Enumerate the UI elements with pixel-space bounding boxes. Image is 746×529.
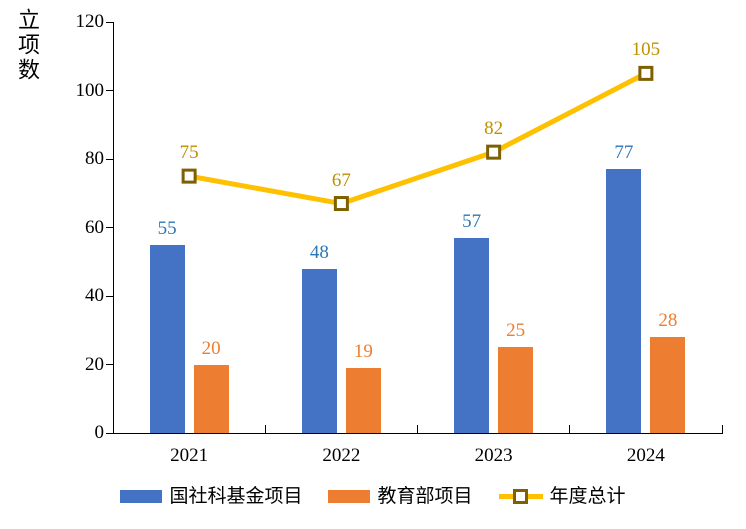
y-tick [106, 227, 113, 228]
y-tick [106, 90, 113, 91]
legend-swatch-icon [120, 490, 163, 503]
line-marker-2021 [181, 168, 197, 184]
x-category-label: 2022 [322, 445, 361, 466]
line-value-label: 105 [631, 39, 661, 61]
x-tick [721, 425, 723, 433]
y-tick [106, 295, 113, 297]
line-marker-2022 [333, 196, 349, 212]
line-value-label: 75 [179, 142, 199, 164]
y-tick [106, 364, 113, 365]
legend-item-0: 国社科基金项目 [120, 486, 302, 507]
y-axis-title: 立项数 [15, 8, 40, 83]
y-tick [106, 432, 113, 434]
line-marker-2024 [638, 65, 654, 81]
bar-value-label: 57 [462, 210, 482, 232]
legend-line-marker-icon [498, 489, 543, 504]
x-tick [417, 425, 418, 433]
line-value-label: 67 [331, 169, 351, 191]
bar-nssf-2023 [454, 237, 490, 433]
y-tick-label: 100 [75, 79, 105, 101]
x-category-label: 2023 [474, 445, 513, 466]
y-tick [106, 21, 113, 23]
bar-value-label: 28 [658, 310, 678, 332]
line-value-label: 82 [484, 118, 504, 140]
bar-value-label: 25 [506, 320, 526, 342]
bar-value-label: 55 [157, 217, 177, 239]
x-category-label: 2024 [626, 445, 665, 466]
bar-nssf-2022 [301, 268, 337, 433]
bar-moe-2024 [650, 337, 686, 433]
bar-moe-2022 [345, 367, 381, 433]
legend-item-2: 年度总计 [498, 486, 626, 507]
y-tick [106, 158, 113, 160]
bar-value-label: 77 [614, 142, 634, 164]
x-tick [569, 425, 571, 433]
total-line [188, 71, 648, 207]
y-tick-label: 40 [85, 285, 104, 306]
y-tick-label: 60 [85, 216, 104, 238]
x-category-label: 2021 [170, 445, 209, 466]
legend-item-1: 教育部项目 [328, 486, 473, 507]
y-tick-label: 80 [85, 148, 104, 169]
legend-swatch-icon [328, 490, 371, 503]
x-axis-line [113, 433, 723, 434]
x-tick [264, 425, 266, 433]
bar-value-label: 19 [353, 340, 373, 362]
line-marker-2023 [486, 144, 502, 160]
y-tick-label: 0 [94, 422, 105, 443]
bar-value-label: 20 [201, 337, 221, 359]
bar-moe-2023 [498, 347, 534, 433]
y-tick-label: 120 [75, 11, 105, 32]
legend: 国社科基金项目 教育部项目 年度总计 [0, 486, 746, 507]
y-axis-line [113, 22, 114, 433]
legend-label: 国社科基金项目 [169, 486, 303, 507]
legend-label: 教育部项目 [377, 486, 473, 507]
bar-nssf-2021 [149, 244, 185, 433]
y-tick-label: 20 [85, 353, 104, 375]
bar-value-label: 48 [309, 241, 329, 263]
legend-label: 年度总计 [549, 486, 626, 507]
bar-moe-2021 [193, 364, 229, 433]
bar-nssf-2024 [606, 169, 642, 433]
